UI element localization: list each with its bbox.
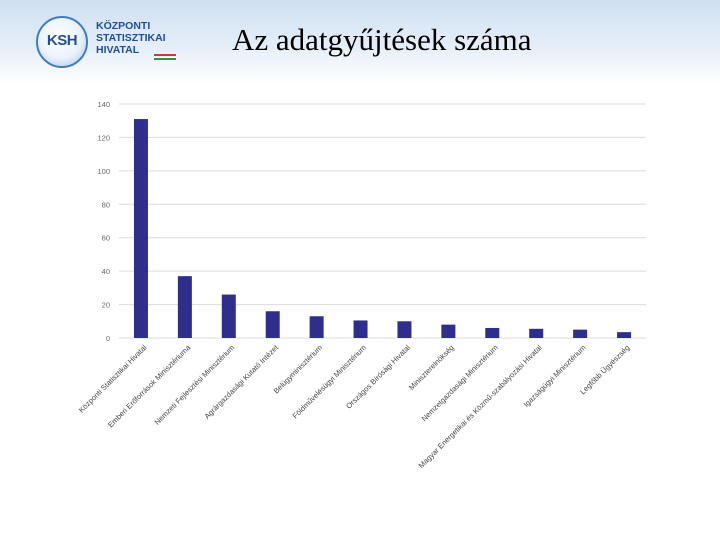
x-category-label: Agrárgazdasági Kutató Intézet [202, 342, 280, 420]
y-tick-label: 0 [106, 334, 110, 343]
logo-line-1: KÖZPONTI [96, 20, 151, 32]
ksh-logo: KSH KÖZPONTI STATISZTIKAI HIVATAL [36, 14, 176, 70]
flag-icon [154, 54, 176, 60]
x-category-label: Nemzetgazdasági Minisztérium [420, 343, 500, 423]
bar [353, 320, 368, 338]
bar [397, 321, 412, 338]
x-category-label: Nemzeti Fejlesztési Minisztérium [153, 343, 237, 427]
y-tick-label: 120 [97, 133, 110, 142]
bar [573, 329, 588, 338]
logo-line-2: STATISZTIKAI [96, 32, 166, 44]
bar [133, 119, 148, 339]
bar [309, 316, 324, 338]
y-tick-label: 140 [97, 100, 110, 109]
bar [441, 324, 456, 338]
y-tick-label: 40 [102, 267, 110, 276]
y-tick-label: 20 [102, 301, 110, 310]
logo-wordmark: KÖZPONTI STATISZTIKAI HIVATAL [96, 20, 176, 56]
x-category-label: Földművelésügyi Minisztérium [291, 343, 368, 420]
bar [177, 276, 192, 338]
x-category-label: Legfőbb Ügyészség [578, 343, 631, 396]
y-tick-label: 60 [102, 234, 110, 243]
x-category-label: Emberi Erőforrások Minisztériuma [106, 342, 193, 429]
logo-line-3: HIVATAL [96, 44, 140, 56]
logo-emblem [36, 16, 88, 68]
header-band [0, 0, 720, 84]
bar [529, 328, 544, 338]
bar [221, 294, 236, 338]
bar [485, 327, 500, 338]
x-category-label: Miniszterelnökség [407, 343, 456, 392]
bar [617, 332, 632, 338]
y-tick-label: 100 [97, 167, 110, 176]
bar [265, 311, 280, 338]
y-tick-label: 80 [102, 200, 110, 209]
page-title: Az adatgyűjtések száma [232, 22, 532, 57]
logo-mark: KSH [46, 32, 78, 49]
